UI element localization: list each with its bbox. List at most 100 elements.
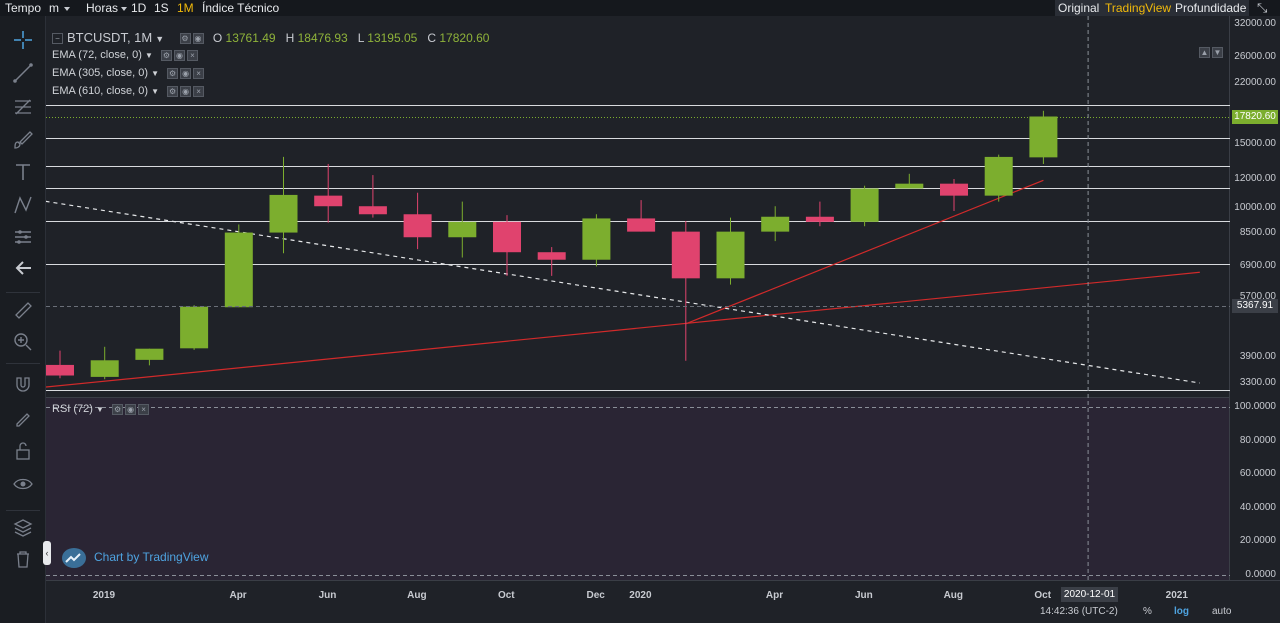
- rsi-tick-label: 80.0000: [1239, 434, 1276, 446]
- candle-body: [582, 218, 611, 260]
- settings-icon[interactable]: ⚙: [179, 33, 191, 45]
- indicator-ema-305[interactable]: EMA (305, close, 0) ▼ ⚙ ◉ ×: [52, 67, 205, 79]
- settings-icon[interactable]: ⚙: [160, 49, 172, 61]
- close-icon[interactable]: ×: [186, 49, 198, 61]
- collapse-toolbar-button[interactable]: ‹: [43, 541, 51, 565]
- minutes-caret-icon[interactable]: [58, 0, 73, 16]
- stay-drawing-icon[interactable]: [11, 406, 35, 430]
- close-icon[interactable]: ×: [193, 85, 205, 97]
- indicator-ema-610[interactable]: EMA (610, close, 0) ▼ ⚙ ◉ ×: [52, 85, 205, 97]
- indicator-label[interactable]: EMA (72, close, 0): [52, 49, 142, 61]
- candle-body: [224, 232, 253, 308]
- crosshair-date-tag: 2020-12-01: [1061, 587, 1118, 602]
- rsi-tick-label: 20.0000: [1239, 535, 1276, 547]
- candle-body: [940, 183, 968, 196]
- candle-body: [46, 364, 74, 376]
- pattern-icon[interactable]: [11, 193, 35, 217]
- interval-1m-button[interactable]: 1M: [177, 1, 194, 15]
- zoom-in-icon[interactable]: [11, 330, 35, 354]
- indicator-rsi[interactable]: RSI (72) ▼ ⚙ ◉ ×: [52, 403, 150, 415]
- interval-1s-button[interactable]: 1S: [154, 1, 169, 15]
- candle-body: [1029, 116, 1058, 158]
- rsi-tick-label: 100.0000: [1234, 401, 1276, 412]
- price-tick-label: 22000.00: [1234, 77, 1276, 89]
- lock-icon[interactable]: [11, 439, 35, 463]
- move-down-icon[interactable]: ▼: [1212, 47, 1223, 59]
- settings-icon[interactable]: ⚙: [167, 85, 179, 97]
- tab-depth[interactable]: Profundidade: [1172, 0, 1250, 16]
- time-tick-label: Jun: [855, 590, 873, 601]
- tradingview-watermark[interactable]: Chart by TradingView: [62, 547, 209, 568]
- interval-1d-button[interactable]: 1D: [131, 1, 147, 15]
- fib-icon[interactable]: [11, 95, 35, 119]
- candle-body: [671, 231, 700, 279]
- tab-original[interactable]: Original: [1055, 0, 1103, 16]
- indicator-ema-72[interactable]: EMA (72, close, 0) ▼ ⚙ ◉ ×: [52, 49, 198, 61]
- price-tick-label: 6900.00: [1239, 260, 1276, 272]
- tab-tradingview[interactable]: TradingView: [1102, 0, 1175, 16]
- layers-icon[interactable]: [11, 516, 35, 540]
- ruler-icon[interactable]: [11, 298, 35, 322]
- magnet-icon[interactable]: [11, 373, 35, 397]
- indicator-label[interactable]: EMA (610, close, 0): [52, 85, 148, 97]
- eye-icon[interactable]: [11, 472, 35, 496]
- log-toggle[interactable]: log: [1174, 606, 1189, 617]
- crosshair-price-tag: 5367.91: [1232, 299, 1278, 313]
- symbol-legend: − BTCUSDT, 1M ▼ ⚙ ◉ O 13761.49 H 18476.93 L…: [52, 30, 489, 45]
- toolbar-divider: [6, 292, 40, 293]
- candle-body: [448, 221, 477, 238]
- clock: 14:42:36 (UTC-2): [1040, 606, 1118, 617]
- price-tick-label: 3300.00: [1239, 377, 1276, 388]
- minutes-dropdown[interactable]: m: [49, 1, 59, 15]
- toolbar-divider: [6, 510, 40, 511]
- rsi-tick-label: 60.0000: [1239, 468, 1276, 480]
- collapse-legend-icon[interactable]: −: [52, 33, 63, 45]
- candle-body: [90, 360, 119, 377]
- source-icon[interactable]: ◉: [180, 85, 192, 97]
- price-tick-label: 5700.00: [1239, 290, 1276, 302]
- price-pane-bg: [46, 16, 1230, 397]
- trash-icon[interactable]: [11, 547, 35, 571]
- time-tick-label: Aug: [943, 590, 964, 601]
- trendline: [46, 271, 1200, 388]
- candle-body: [135, 348, 164, 360]
- close-icon[interactable]: ×: [193, 67, 205, 79]
- source-icon[interactable]: ◉: [173, 49, 185, 61]
- move-up-icon[interactable]: ▲: [1199, 47, 1210, 59]
- settings-icon[interactable]: ⚙: [112, 403, 124, 415]
- time-tick-label: 2019: [92, 590, 116, 601]
- price-tick-label: 8500.00: [1239, 227, 1276, 239]
- time-tick-label: Oct: [497, 590, 515, 601]
- indicator-label[interactable]: RSI (72): [52, 403, 93, 415]
- time-tick-label: Dec: [586, 590, 605, 601]
- source-icon[interactable]: ◉: [125, 403, 137, 415]
- auto-toggle[interactable]: auto: [1212, 606, 1232, 617]
- source-icon[interactable]: ◉: [180, 67, 192, 79]
- hide-icon[interactable]: ◉: [192, 33, 204, 45]
- candle-body: [358, 206, 387, 215]
- time-tick-label: Apr: [765, 590, 784, 601]
- open-key: O: [212, 31, 223, 45]
- rsi-pane-bg: [46, 397, 1230, 580]
- indicator-label[interactable]: EMA (305, close, 0): [52, 67, 148, 79]
- symbol-caret-icon[interactable]: ▼: [155, 34, 165, 44]
- candle-body: [180, 306, 209, 349]
- technical-index-button[interactable]: Índice Técnico: [202, 1, 280, 15]
- percent-toggle[interactable]: %: [1143, 606, 1152, 617]
- brush-icon[interactable]: [11, 128, 35, 152]
- candle-body: [716, 231, 745, 279]
- symbol-name[interactable]: BTCUSDT, 1M: [67, 30, 153, 45]
- settings-icon[interactable]: ⚙: [167, 67, 179, 79]
- fullscreen-icon[interactable]: ⤡: [1257, 0, 1268, 15]
- watermark-text[interactable]: Chart by TradingView: [94, 550, 209, 564]
- trendline-icon[interactable]: [11, 61, 35, 85]
- hours-dropdown[interactable]: Horas: [83, 0, 130, 16]
- measure-icon[interactable]: [11, 225, 35, 249]
- candle-body: [493, 221, 521, 253]
- low-value: 13195.05: [367, 31, 418, 45]
- close-icon[interactable]: ×: [138, 403, 150, 415]
- text-icon[interactable]: [11, 160, 35, 184]
- tradingview-logo-icon: [62, 547, 86, 568]
- arrow-left-icon[interactable]: [11, 256, 35, 280]
- crosshair-icon[interactable]: [11, 28, 35, 52]
